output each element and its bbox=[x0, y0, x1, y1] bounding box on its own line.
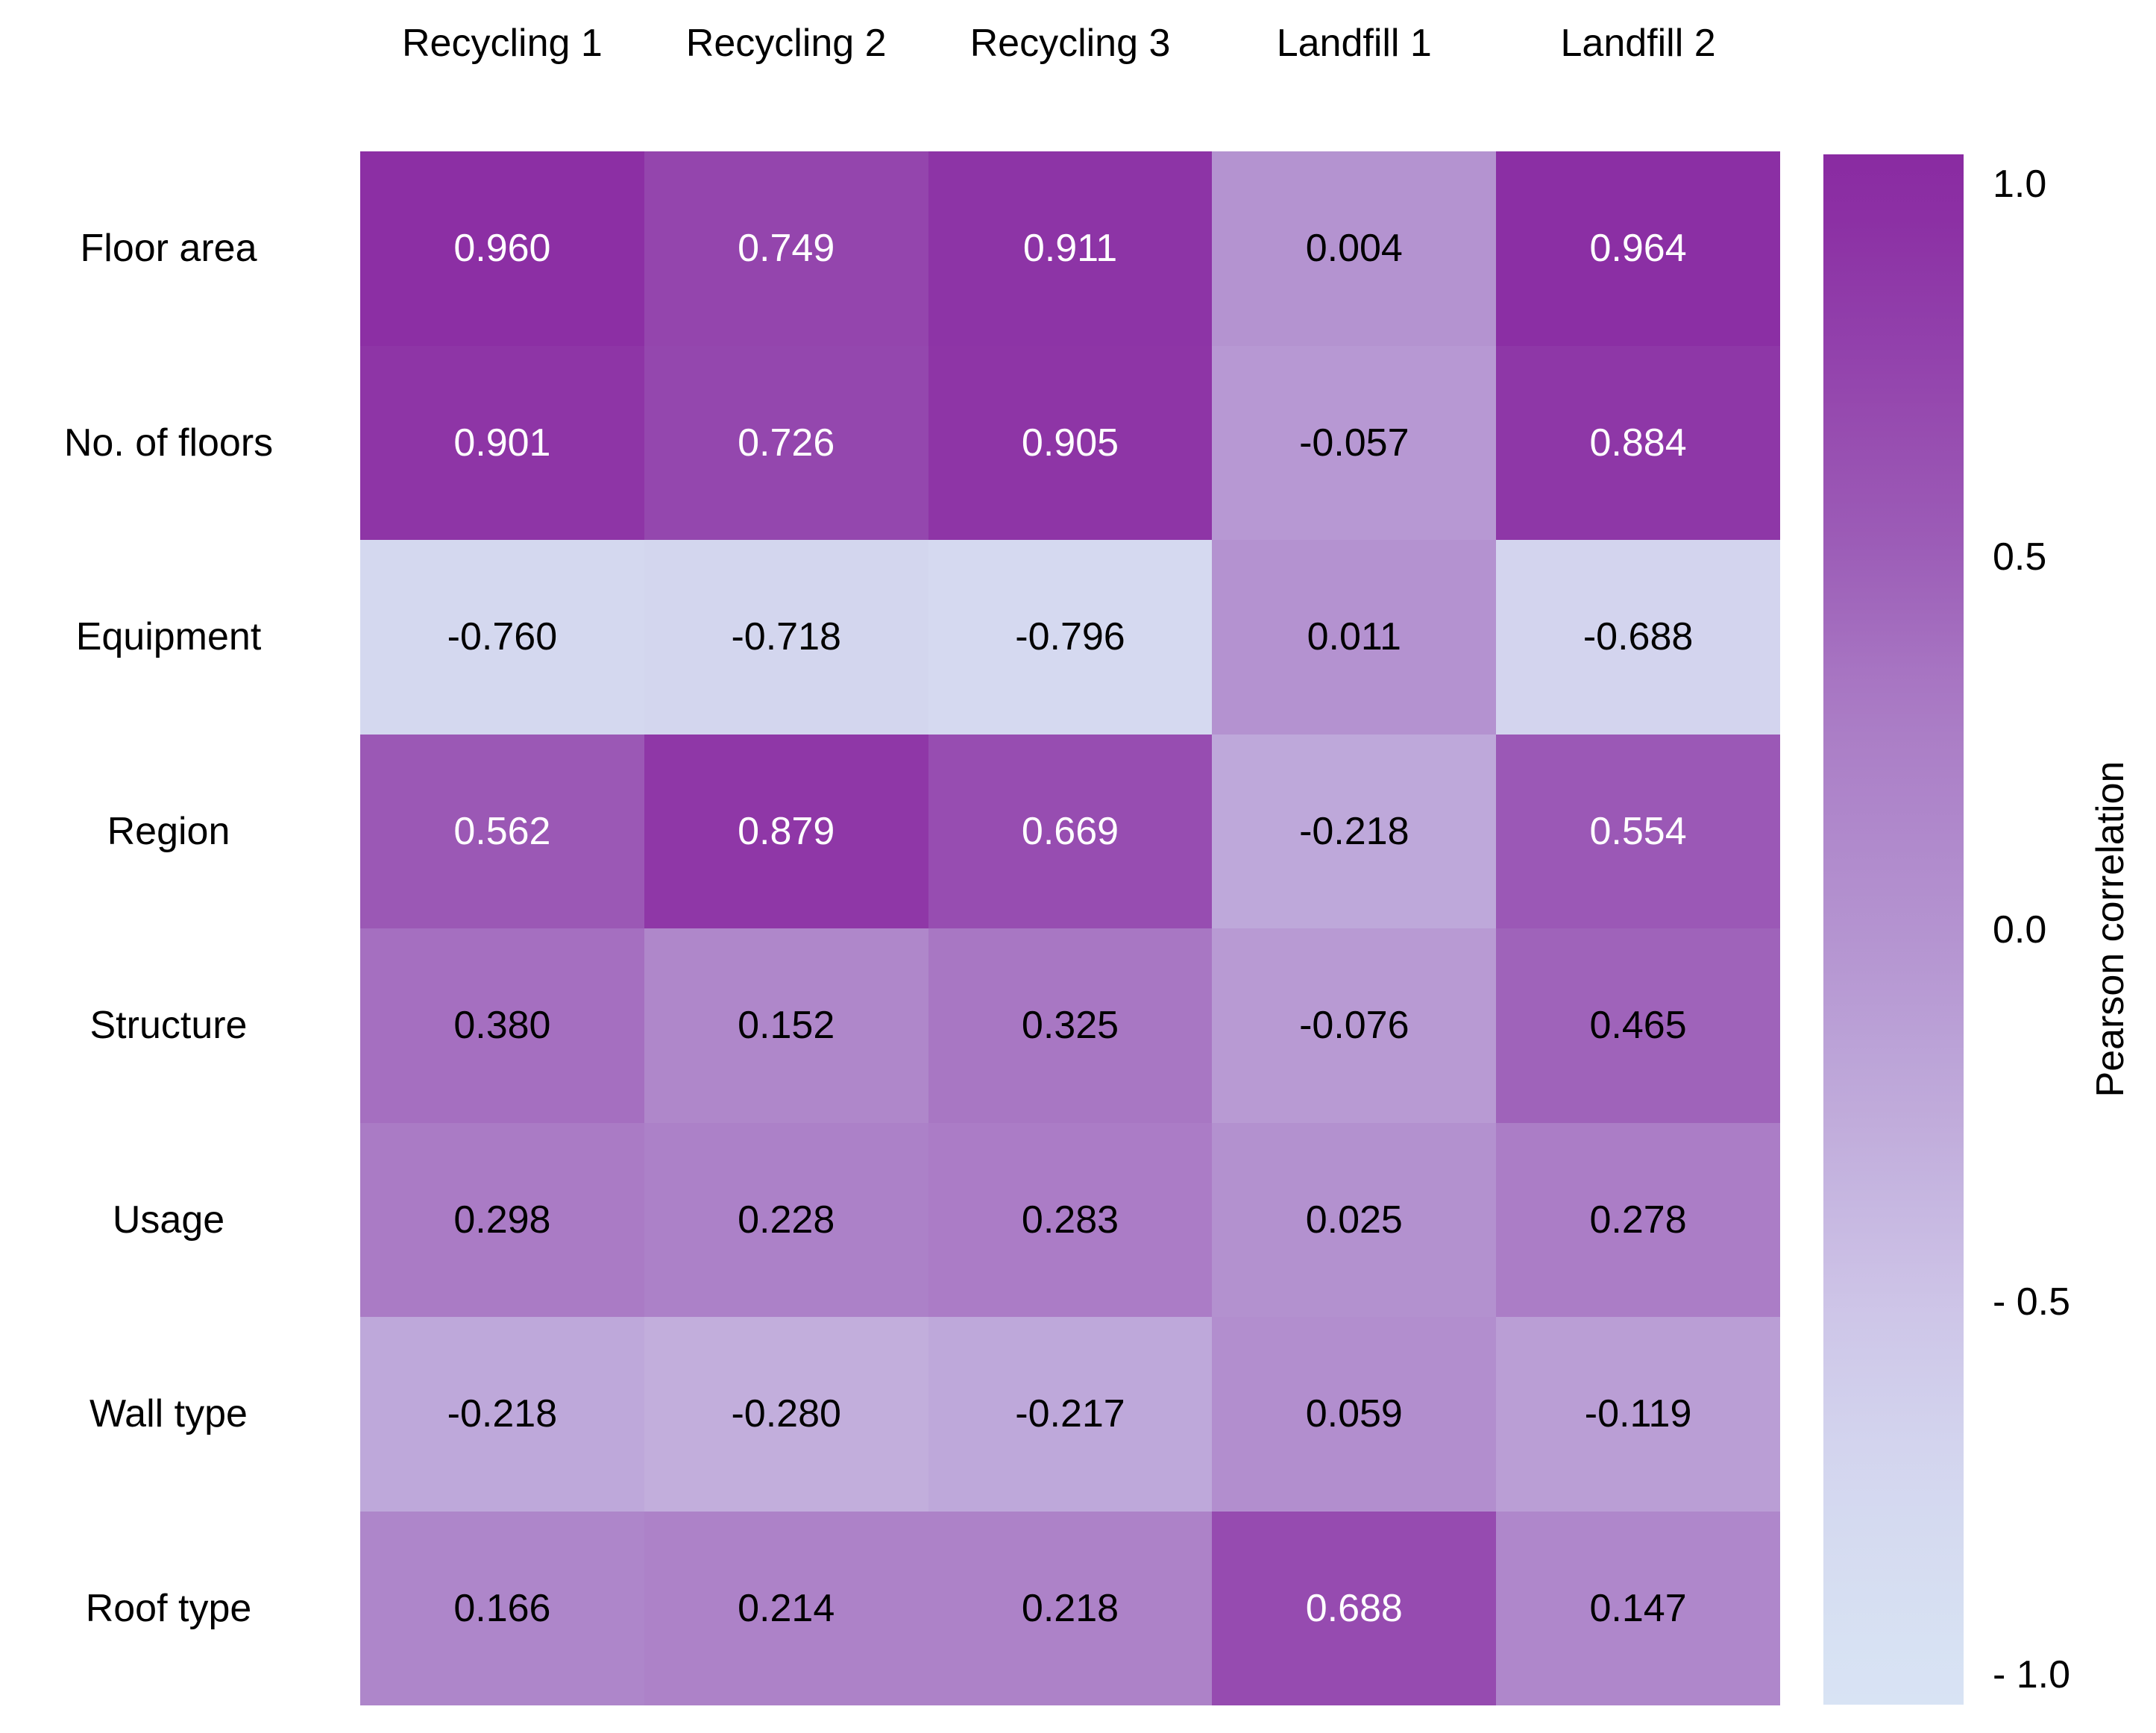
column-header: Landfill 1 bbox=[1276, 22, 1432, 65]
heatmap-cell: -0.718 bbox=[644, 540, 928, 735]
heatmap-cell: -0.076 bbox=[1212, 928, 1497, 1123]
colorbar-tick-label: 0.0 bbox=[1993, 908, 2047, 952]
column-header: Recycling 3 bbox=[969, 22, 1171, 65]
heatmap-cell: -0.057 bbox=[1212, 345, 1497, 540]
heatmap-cell: 0.004 bbox=[1212, 151, 1497, 346]
heatmap-cell: 0.964 bbox=[1496, 151, 1780, 346]
heatmap-cell: 0.688 bbox=[1212, 1511, 1497, 1705]
heatmap-cell: -0.218 bbox=[1212, 734, 1497, 928]
row-label: Usage bbox=[112, 1198, 225, 1242]
heatmap-cell: 0.152 bbox=[644, 928, 928, 1123]
heatmap-cell: -0.280 bbox=[644, 1317, 928, 1512]
heatmap-cell: 0.325 bbox=[928, 928, 1213, 1123]
colorbar-gradient bbox=[1823, 154, 1964, 1705]
heatmap-cell: -0.217 bbox=[928, 1317, 1213, 1512]
heatmap-cell: 0.879 bbox=[644, 734, 928, 928]
column-header: Landfill 2 bbox=[1560, 22, 1716, 65]
colorbar-tick-label: 0.5 bbox=[1993, 535, 2047, 579]
heatmap-cell: 0.218 bbox=[928, 1511, 1213, 1705]
row-label: Floor area bbox=[80, 227, 257, 271]
heatmap-cell: -0.119 bbox=[1496, 1317, 1780, 1512]
heatmap-cell: 0.669 bbox=[928, 734, 1213, 928]
heatmap-cell: 0.554 bbox=[1496, 734, 1780, 928]
heatmap-cell: -0.796 bbox=[928, 540, 1213, 735]
row-label: Equipment bbox=[75, 615, 262, 659]
heatmap-cell: 0.011 bbox=[1212, 540, 1497, 735]
colorbar bbox=[1823, 154, 1964, 1705]
colorbar-tick-label: - 1.0 bbox=[1993, 1653, 2071, 1697]
heatmap-cell: 0.884 bbox=[1496, 345, 1780, 540]
heatmap-cell: 0.905 bbox=[928, 345, 1213, 540]
row-label: Roof type bbox=[85, 1586, 252, 1630]
heatmap-cell: 0.278 bbox=[1496, 1122, 1780, 1317]
heatmap-cell: 0.901 bbox=[360, 345, 644, 540]
colorbar-tick-label: 1.0 bbox=[1993, 162, 2047, 206]
heatmap-cell: -0.760 bbox=[360, 540, 644, 735]
column-header: Recycling 1 bbox=[402, 22, 603, 65]
row-label: Wall type bbox=[89, 1392, 248, 1436]
heatmap-cell: 0.228 bbox=[644, 1122, 928, 1317]
heatmap-cell: 0.749 bbox=[644, 151, 928, 346]
column-header: Recycling 2 bbox=[685, 22, 887, 65]
heatmap-cell: 0.911 bbox=[928, 151, 1213, 346]
heatmap-cell: 0.059 bbox=[1212, 1317, 1497, 1512]
heatmap-grid: 0.960 0.749 0.911 0.004 0.964 0.901 0.726 0.905… bbox=[360, 151, 1780, 1705]
heatmap-cell: 0.562 bbox=[360, 734, 644, 928]
row-label: Structure bbox=[89, 1004, 248, 1048]
heatmap-cell: 0.147 bbox=[1496, 1511, 1780, 1705]
colorbar-tick-label: - 0.5 bbox=[1993, 1280, 2071, 1324]
row-label: Region bbox=[107, 809, 230, 853]
heatmap-cell: 0.214 bbox=[644, 1511, 928, 1705]
heatmap-cell: 0.283 bbox=[928, 1122, 1213, 1317]
heatmap-cell: -0.688 bbox=[1496, 540, 1780, 735]
heatmap-cell: 0.025 bbox=[1212, 1122, 1497, 1317]
heatmap-cell: 0.166 bbox=[360, 1511, 644, 1705]
heatmap-cell: 0.298 bbox=[360, 1122, 644, 1317]
heatmap-cell: 0.960 bbox=[360, 151, 644, 346]
heatmap-cell: 0.726 bbox=[644, 345, 928, 540]
row-label: No. of floors bbox=[63, 421, 274, 465]
heatmap-cell: 0.465 bbox=[1496, 928, 1780, 1123]
heatmap-cell: -0.218 bbox=[360, 1317, 644, 1512]
colorbar-axis-label: Pearson correlation bbox=[2089, 761, 2132, 1098]
heatmap-cell: 0.380 bbox=[360, 928, 644, 1123]
